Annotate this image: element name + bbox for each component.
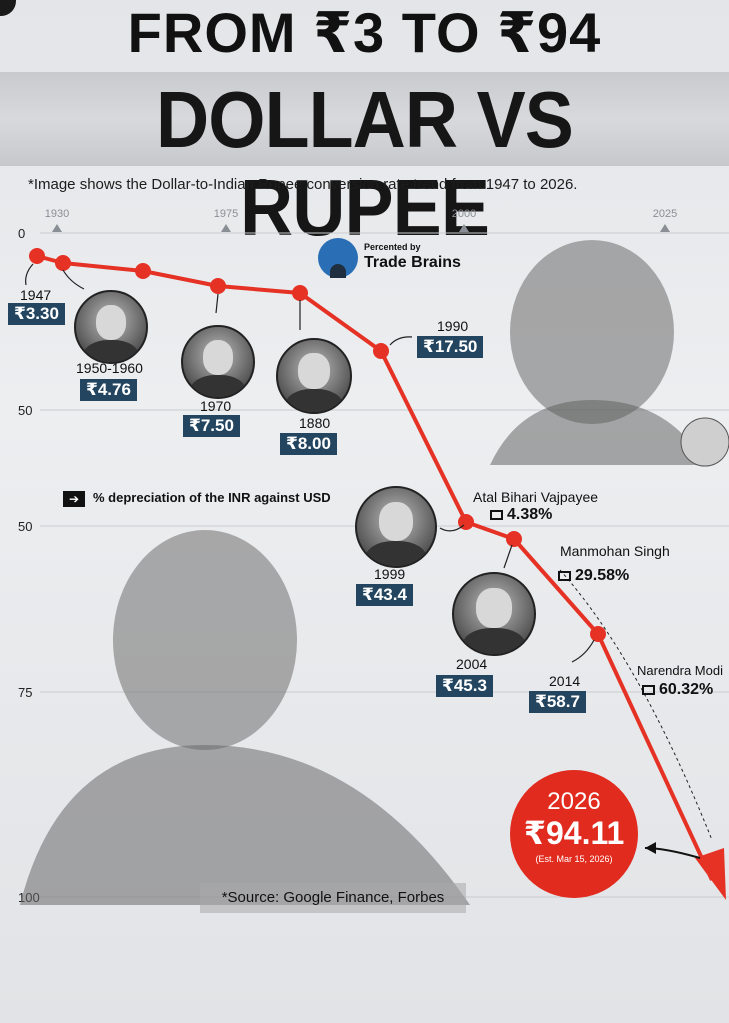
portrait-manmohan: [452, 572, 536, 656]
annotation-manmohan-pct-value: 29.58%: [575, 567, 630, 584]
source-note: *Source: Google Finance, Forbes: [200, 883, 466, 913]
arrow-right-icon: ➔: [63, 490, 85, 507]
label-value-2004: ₹45.3: [436, 675, 493, 697]
label-year-2004: 2004: [456, 656, 488, 672]
annotation-manmohan-name: Manmohan Singh: [560, 543, 670, 559]
trade-brains-logo-icon: [318, 238, 358, 278]
x-tick-marker-icon: [459, 224, 469, 232]
portrait-indira-1970: [181, 325, 255, 399]
connector-arrow: [439, 524, 465, 532]
label-value-1947: ₹3.30: [8, 303, 65, 325]
modi-body: [20, 745, 470, 905]
trend-arrow-icon: [695, 848, 726, 900]
trend-line: [36, 254, 714, 881]
label-year-1999: 1999: [374, 566, 406, 582]
annotation-modi-pct: 60.32%: [642, 681, 713, 699]
label-year-1970: 1970: [200, 398, 232, 414]
label-connectors: [25, 263, 701, 859]
connector-arrow: [571, 639, 595, 663]
badge-estimate-note: (Est. Mar 15, 2026): [535, 854, 613, 864]
title-line-2: DOLLAR VS RUPEE: [156, 75, 574, 252]
label-year-1950-1960: 1950-1960: [76, 360, 143, 376]
badge-year: 2026: [547, 788, 601, 815]
decorative-silhouettes: [20, 240, 729, 905]
x-tick-marker-icon: [52, 224, 62, 232]
label-year-1880: 1880: [299, 415, 331, 431]
badge-value: ₹94.11: [523, 815, 625, 851]
title-line-1: FROM ₹3 TO ₹94: [127, 1, 602, 64]
y-tick-label: 75: [18, 685, 32, 700]
y-tick-label: 0: [18, 226, 25, 241]
rbi-seal-icon: [680, 417, 729, 467]
dashed-guide: [559, 569, 713, 841]
annotation-modi-pct-value: 60.32%: [659, 681, 714, 698]
x-tick-label: 1975: [214, 208, 238, 220]
y-tick-label: 50: [18, 519, 32, 534]
label-year-2014: 2014: [549, 673, 581, 689]
annotation-vajpayee-pct: 4.38%: [490, 506, 552, 524]
y-tick-label: 50: [18, 403, 32, 418]
connector-arrow: [503, 544, 513, 569]
brand-name: Trade Brains: [364, 254, 461, 271]
trend-points: [29, 248, 726, 900]
legend: ➔ % depreciation of the INR against USD: [63, 490, 331, 507]
label-value-1970: ₹7.50: [183, 415, 240, 437]
pct-box-icon: [558, 570, 571, 581]
portrait-nehru: [74, 290, 148, 364]
gandhi-head: [510, 240, 674, 424]
trend-point: [292, 285, 308, 301]
label-value-1999: ₹43.4: [356, 584, 413, 606]
label-value-1990: ₹17.50: [417, 336, 484, 358]
annotation-modi-name: Narendra Modi: [637, 663, 723, 678]
brand-presented-by: Percented by: [364, 242, 421, 252]
trend-point: [55, 255, 71, 271]
modi-head: [113, 530, 297, 750]
badge-pointer-arrow-head-icon: [645, 842, 656, 854]
x-tick-label: 1930: [45, 208, 69, 220]
trend-point: [590, 626, 606, 642]
label-year-1990: 1990: [437, 318, 469, 334]
connector-arrow: [215, 293, 219, 314]
chart-note: *Image shows the Dollar-to-Indian Rupee …: [28, 176, 578, 193]
x-tick-marker-icon: [660, 224, 670, 232]
connector-arrow: [389, 336, 413, 346]
annotation-vajpayee-name: Atal Bihari Vajpayee: [473, 489, 599, 505]
annotation-manmohan-pct: 29.58%: [558, 567, 629, 585]
title-band: [0, 72, 729, 166]
pct-box-icon: [490, 509, 503, 520]
pct-box-icon: [642, 684, 655, 695]
label-value-1950-1960: ₹4.76: [80, 379, 137, 401]
badge-2026: 2026 ₹94.11 (Est. Mar 15, 2026): [510, 770, 638, 898]
label-year-1947: 1947: [20, 287, 52, 303]
x-tick-marker-icon: [221, 224, 231, 232]
x-tick-label: 2025: [653, 208, 677, 220]
trend-point: [29, 248, 45, 264]
gandhi-body: [490, 400, 705, 465]
legend-text: % depreciation of the INR against USD: [93, 490, 331, 505]
label-value-2014: ₹58.7: [529, 691, 586, 713]
trend-point: [135, 263, 151, 279]
label-value-1880: ₹8.00: [280, 433, 337, 455]
trend-point: [506, 531, 522, 547]
annotation-vajpayee-pct-value: 4.38%: [507, 506, 553, 523]
x-tick-label: 2000: [452, 208, 476, 220]
connector-arrow: [25, 263, 34, 286]
connector-arrow: [62, 269, 85, 290]
dashed-guides: [559, 569, 713, 841]
portrait-vajpayee: [355, 486, 437, 568]
trend-point: [210, 278, 226, 294]
trend-point: [373, 343, 389, 359]
portrait-indira-1980: [276, 338, 352, 414]
